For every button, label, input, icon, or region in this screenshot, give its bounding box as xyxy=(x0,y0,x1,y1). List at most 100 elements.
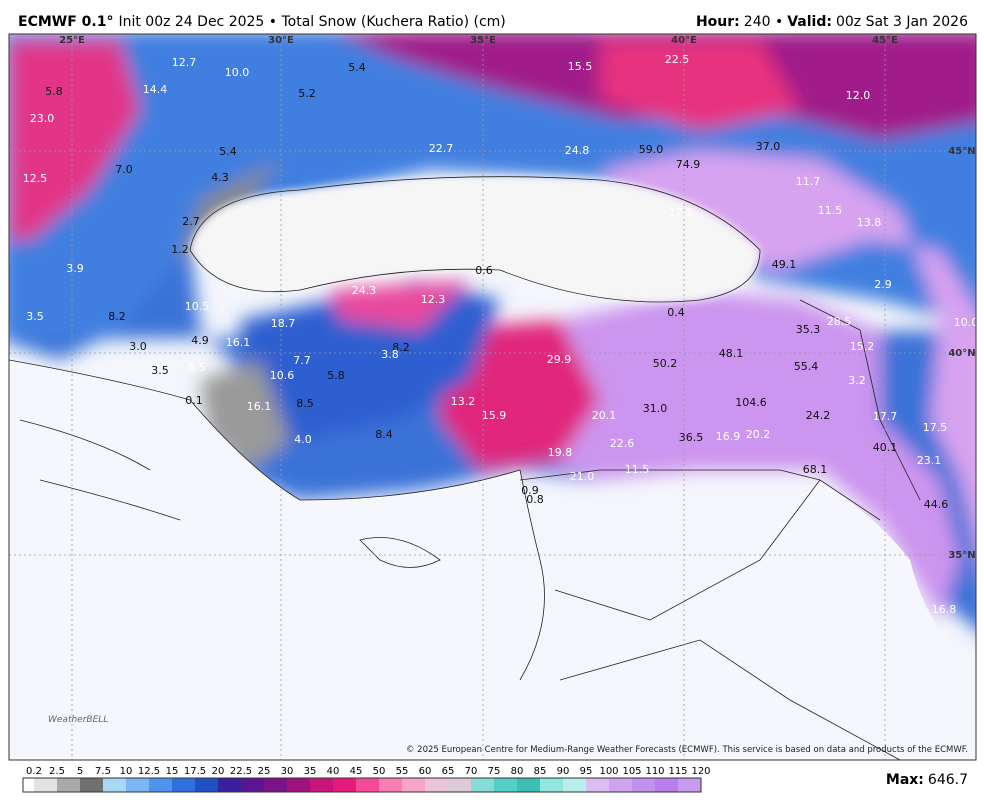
snow-value-label: 4.3 xyxy=(211,171,229,184)
colorbar-label: 85 xyxy=(534,766,547,777)
snow-value-label: 44.6 xyxy=(924,498,949,511)
colorbar-label: 35 xyxy=(304,766,317,777)
colorbar-label: 5 xyxy=(77,766,83,777)
low-snow-area xyxy=(9,360,976,760)
logo: WeatherBELL xyxy=(48,715,108,725)
copyright: © 2025 European Centre for Medium-Range … xyxy=(406,745,968,755)
coordinate-label: 35°N xyxy=(948,550,975,561)
colorbar-segment xyxy=(425,778,448,792)
snow-value-label: 11.7 xyxy=(796,175,821,188)
colorbar-segment xyxy=(540,778,563,792)
coordinate-label: 30°E xyxy=(268,35,294,46)
snow-value-label: 7.0 xyxy=(115,163,133,176)
model: ECMWF 0.1° xyxy=(18,14,113,30)
max-value: 646.7 xyxy=(928,772,968,788)
snow-value-label: 7.7 xyxy=(293,354,311,367)
snow-value-label: 8.4 xyxy=(375,428,393,441)
snow-field xyxy=(9,34,976,629)
snow-value-label: 10.6 xyxy=(270,369,295,382)
snow-value-label: 49.1 xyxy=(772,258,797,271)
colorbar-label: 7.5 xyxy=(95,766,111,777)
snow-value-label: 13.2 xyxy=(451,395,476,408)
snow-value-label: 22.7 xyxy=(429,142,454,155)
colorbar-label: 115 xyxy=(668,766,687,777)
colorbar-frame xyxy=(22,777,702,793)
colorbar-segment xyxy=(34,778,57,792)
snow-value-label: 10.0 xyxy=(954,316,979,329)
snow-value-label: 37.0 xyxy=(756,140,781,153)
snow-value-label: 5.5 xyxy=(188,361,206,374)
snow-value-label: 4.0 xyxy=(294,433,312,446)
colorbar-segment xyxy=(264,778,287,792)
colorbar-segment xyxy=(379,778,402,792)
snow-value-label: 12.3 xyxy=(421,293,446,306)
colorbar-segment xyxy=(80,778,103,792)
snow-value-label: 104.6 xyxy=(735,396,767,409)
colorbar-label: 2.5 xyxy=(49,766,65,777)
snow-value-label: 24.3 xyxy=(352,284,377,297)
map-frame xyxy=(8,33,977,761)
colorbar-label: 95 xyxy=(580,766,593,777)
coordinate-label: 45°E xyxy=(872,35,898,46)
snow-value-label: 20.1 xyxy=(592,409,617,422)
colorbar-label: 75 xyxy=(488,766,501,777)
snow-value-label: 36.5 xyxy=(679,431,704,444)
colorbar-label: 100 xyxy=(599,766,618,777)
colorbar-label: 50 xyxy=(373,766,386,777)
colorbar-segment xyxy=(586,778,609,792)
valid-value: 00z Sat 3 Jan 2026 xyxy=(836,14,968,30)
coordinate-labels: 25°E 30°E 35°E 40°E 45°E 45°N 40°N 35°N xyxy=(59,35,976,561)
colorbar-segment xyxy=(655,778,678,792)
header-left: ECMWF 0.1° Init 00z 24 Dec 2025 • Total S… xyxy=(18,14,506,30)
snow-value-label: 0.8 xyxy=(526,493,544,506)
snow-value-label: 48.1 xyxy=(719,347,744,360)
colorbar-segment xyxy=(609,778,632,792)
snow-value-label: 24.8 xyxy=(565,144,590,157)
run-info: Init 00z 24 Dec 2025 • Total Snow (Kuche… xyxy=(118,14,505,30)
coordinate-label: 45°N xyxy=(948,146,975,157)
snow-value-label: 5.8 xyxy=(327,369,345,382)
colorbar-label: 0.2 xyxy=(26,766,42,777)
snow-value-label: 5.4 xyxy=(219,145,237,158)
snow-value-label: 23.1 xyxy=(917,454,942,467)
colorbar-segment xyxy=(103,778,126,792)
snow-value-label: 5.4 xyxy=(348,61,366,74)
snow-value-label: 22.5 xyxy=(665,53,690,66)
graticule xyxy=(9,34,976,760)
colorbar-segment xyxy=(241,778,264,792)
colorbar-label: 60 xyxy=(419,766,432,777)
snow-value-label: 12.7 xyxy=(172,56,197,69)
snow-value-label: 3.8 xyxy=(381,348,399,361)
colorbar-segment xyxy=(517,778,540,792)
value-labels: 12.7 10.0 5.4 15.5 22.5 12.0 5.8 14.4 5.2 23.0 22.… xyxy=(23,53,979,616)
colorbar-segment xyxy=(402,778,425,792)
colorbar-label: 25 xyxy=(258,766,271,777)
coordinate-label: 40°E xyxy=(671,35,697,46)
colorbar-label: 70 xyxy=(465,766,478,777)
snow-value-label: 3.5 xyxy=(151,364,169,377)
colorbar-label: 80 xyxy=(511,766,524,777)
snow-value-label: 59.0 xyxy=(639,143,664,156)
snow-value-label: 5.2 xyxy=(298,87,316,100)
colorbar-segment xyxy=(195,778,218,792)
snow-value-label: 35.3 xyxy=(796,323,821,336)
snow-value-label: 16.8 xyxy=(932,603,957,616)
snow-value-label: 2.7 xyxy=(182,215,200,228)
colorbar-segment xyxy=(333,778,356,792)
colorbar-segment xyxy=(287,778,310,792)
snow-value-label: 0.1 xyxy=(185,394,203,407)
colorbar-segment xyxy=(471,778,494,792)
snow-value-label: 8.2 xyxy=(392,341,410,354)
snow-value-label: 11.5 xyxy=(625,463,650,476)
snow-value-label: 50.2 xyxy=(653,357,678,370)
colorbar-label: 90 xyxy=(557,766,570,777)
snow-value-label: 12.0 xyxy=(846,89,871,102)
colorbar-label: 17.5 xyxy=(184,766,206,777)
snow-value-label: 13.8 xyxy=(857,216,882,229)
snow-value-label: 5.8 xyxy=(45,85,63,98)
map: 25°E 30°E 35°E 40°E 45°E 45°N 40°N 35°N 12.7 10.… xyxy=(9,34,979,760)
colorbar-segment xyxy=(218,778,241,792)
colorbar-segment xyxy=(23,778,34,792)
snow-value-label: 0.9 xyxy=(521,484,539,497)
